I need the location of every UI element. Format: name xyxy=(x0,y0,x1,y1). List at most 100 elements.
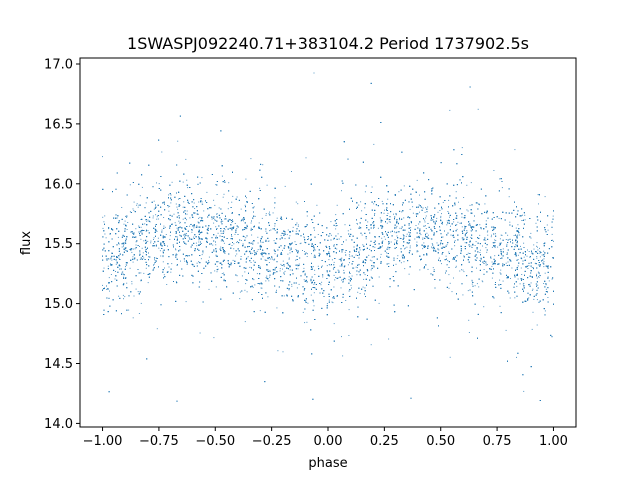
data-point xyxy=(469,223,471,224)
data-point xyxy=(215,226,217,228)
data-point xyxy=(431,191,433,192)
data-point xyxy=(297,268,299,270)
data-point xyxy=(501,234,503,236)
data-point xyxy=(165,234,167,235)
data-point xyxy=(486,251,488,253)
data-point xyxy=(314,269,316,271)
data-point xyxy=(436,217,438,219)
data-point xyxy=(138,313,140,314)
data-point xyxy=(296,287,298,289)
data-point xyxy=(501,254,503,256)
data-point xyxy=(408,273,410,275)
data-point xyxy=(528,251,530,252)
data-point xyxy=(185,255,187,257)
data-point xyxy=(439,226,440,227)
data-point xyxy=(176,254,178,256)
data-point xyxy=(388,263,390,265)
data-point xyxy=(198,239,200,241)
data-point xyxy=(290,247,292,249)
data-point xyxy=(441,223,443,225)
data-point xyxy=(529,283,531,285)
data-point xyxy=(231,236,233,237)
data-point xyxy=(524,214,526,216)
data-point xyxy=(387,198,389,200)
data-point xyxy=(138,204,140,206)
data-point xyxy=(487,230,489,232)
data-point xyxy=(141,186,143,188)
data-point xyxy=(379,217,381,219)
data-point xyxy=(409,233,411,235)
chart-title: 1SWASPJ092240.71+383104.2 Period 1737902… xyxy=(127,34,529,53)
data-point xyxy=(361,210,363,212)
data-point xyxy=(412,212,414,214)
data-point xyxy=(479,249,481,251)
data-point xyxy=(298,263,300,265)
data-point xyxy=(339,265,341,267)
data-point xyxy=(381,200,383,202)
data-point xyxy=(479,252,481,253)
data-point xyxy=(199,216,201,218)
data-point xyxy=(348,309,350,311)
data-point xyxy=(125,266,126,268)
data-point xyxy=(492,263,494,265)
data-point xyxy=(337,233,339,235)
data-point xyxy=(545,284,547,286)
data-point xyxy=(407,243,409,245)
data-point xyxy=(370,344,372,346)
data-point xyxy=(358,204,360,206)
data-point xyxy=(521,278,523,280)
data-point xyxy=(274,272,276,274)
data-point xyxy=(377,227,379,229)
data-point xyxy=(386,252,388,254)
data-point xyxy=(274,253,276,255)
data-point xyxy=(448,274,450,276)
data-point xyxy=(162,250,164,252)
data-point xyxy=(237,281,239,283)
data-point xyxy=(418,204,420,206)
data-point xyxy=(223,231,225,233)
data-point xyxy=(433,250,435,252)
data-point xyxy=(244,271,246,273)
data-point xyxy=(479,260,481,261)
data-point xyxy=(288,258,290,260)
data-point xyxy=(530,237,532,239)
data-point xyxy=(222,196,224,198)
data-point xyxy=(209,243,210,245)
data-point xyxy=(250,222,252,224)
data-point xyxy=(349,255,351,257)
data-point xyxy=(527,249,528,251)
data-point xyxy=(123,298,124,300)
data-point xyxy=(491,246,493,248)
data-point xyxy=(263,252,265,254)
data-point xyxy=(533,248,535,250)
data-point xyxy=(386,222,388,224)
data-point xyxy=(242,243,244,245)
data-point xyxy=(351,275,353,277)
data-point xyxy=(321,265,323,267)
data-point xyxy=(234,223,236,224)
data-point xyxy=(423,242,425,244)
data-point xyxy=(543,266,545,268)
data-point xyxy=(333,264,335,266)
data-point xyxy=(440,247,442,249)
data-point xyxy=(282,249,283,251)
data-point xyxy=(335,214,337,216)
data-point xyxy=(118,295,120,297)
data-point xyxy=(387,218,389,219)
data-point xyxy=(163,274,165,276)
data-point xyxy=(418,223,420,225)
data-point xyxy=(448,287,450,289)
data-point xyxy=(470,225,471,227)
data-point xyxy=(410,227,412,229)
data-point xyxy=(485,247,487,249)
data-point xyxy=(453,221,455,223)
data-point xyxy=(364,287,366,289)
data-point xyxy=(176,236,178,238)
data-point xyxy=(313,254,315,256)
data-point xyxy=(152,215,154,217)
data-point xyxy=(538,276,540,278)
data-point xyxy=(188,237,190,239)
data-point xyxy=(163,225,165,227)
data-point xyxy=(109,290,110,292)
